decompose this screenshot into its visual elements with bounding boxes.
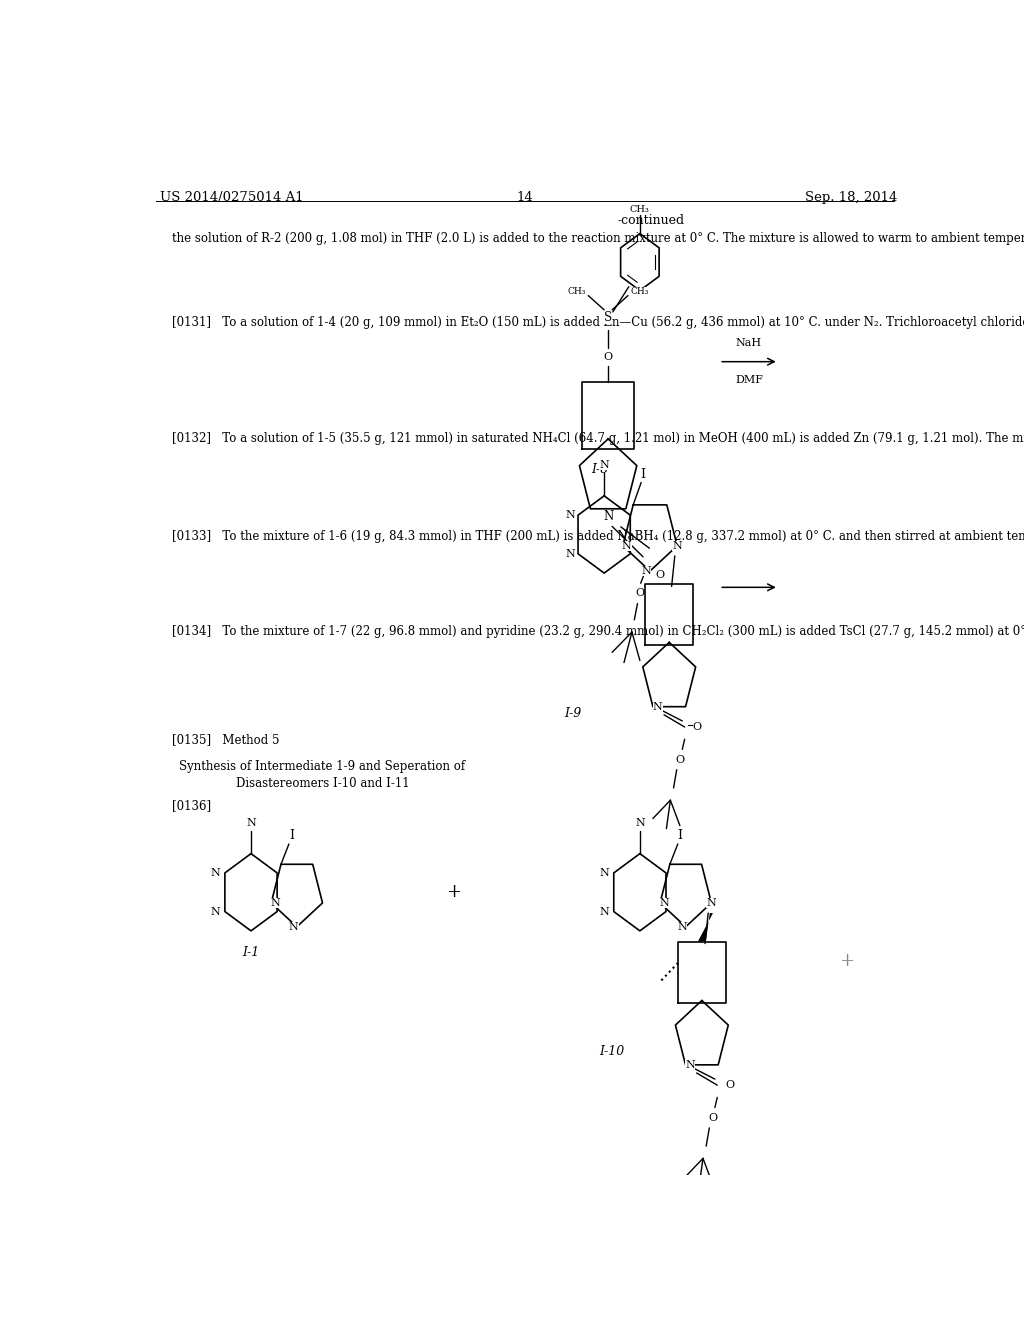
Text: [0131]   To a solution of 1-4 (20 g, 109 mmol) in Et₂O (150 mL) is added Zn—Cu (: [0131] To a solution of 1-4 (20 g, 109 m… [172,315,1024,329]
Text: [0134]   To the mixture of 1-7 (22 g, 96.8 mmol) and pyridine (23.2 g, 290.4 mmo: [0134] To the mixture of 1-7 (22 g, 96.8… [172,624,1024,638]
Text: I: I [678,829,683,842]
Text: I-9: I-9 [564,708,581,721]
Text: N: N [678,921,687,932]
Text: [0132]   To a solution of 1-5 (35.5 g, 121 mmol) in saturated NH₄Cl (64.7 g, 1.2: [0132] To a solution of 1-5 (35.5 g, 121… [172,432,1024,445]
Text: N: N [659,898,669,908]
Text: O: O [635,589,644,598]
Text: [0133]   To the mixture of 1-6 (19 g, 84.3 mmol) in THF (200 mL) is added NaBH₄ : [0133] To the mixture of 1-6 (19 g, 84.3… [172,531,1024,544]
Text: O: O [693,722,701,733]
Text: N: N [622,541,632,550]
Text: +: + [445,883,461,902]
Text: I-8: I-8 [592,463,609,477]
Text: N: N [599,461,609,470]
Text: Synthesis of Intermediate 1-9 and Seperation of
Disastereomers I-10 and I-11: Synthesis of Intermediate 1-9 and Sepera… [179,760,466,791]
Text: N: N [599,869,609,878]
Text: N: N [565,549,575,558]
Text: 14: 14 [516,191,534,203]
Text: N: N [641,566,651,576]
Polygon shape [698,913,713,941]
Text: N: N [603,510,613,523]
Text: N: N [246,818,256,828]
Text: N: N [211,907,220,916]
Text: I: I [640,467,645,480]
Text: N: N [289,921,299,932]
Text: -continued: -continued [617,214,685,227]
Text: DMF: DMF [735,375,763,385]
Text: N: N [673,541,682,550]
Text: Sep. 18, 2014: Sep. 18, 2014 [806,191,898,203]
Text: N: N [565,510,575,520]
Text: O: O [655,570,665,579]
Text: +: + [839,952,854,970]
Text: O: O [675,755,684,764]
Text: CH₃: CH₃ [630,205,650,214]
Text: N: N [211,869,220,878]
Text: N: N [270,898,280,908]
Text: O: O [725,1080,734,1090]
Text: S: S [604,312,612,325]
Text: N: N [635,818,645,828]
Text: O: O [708,1113,717,1123]
Text: I-1: I-1 [243,946,260,960]
Text: N: N [599,907,609,916]
Text: N: N [652,702,663,711]
Text: I-10: I-10 [599,1044,625,1057]
Text: N: N [685,1060,695,1069]
Text: [0135]   Method 5: [0135] Method 5 [172,733,280,746]
Text: US 2014/0275014 A1: US 2014/0275014 A1 [160,191,303,203]
Text: O: O [603,351,612,362]
Text: I: I [289,829,294,842]
Text: N: N [707,898,716,908]
Text: CH₃: CH₃ [567,286,586,296]
Text: [0136]: [0136] [172,799,211,812]
Text: NaH: NaH [736,338,762,348]
Text: CH₃: CH₃ [631,286,649,296]
Text: the solution of R-2 (200 g, 1.08 mol) in THF (2.0 L) is added to the reaction mi: the solution of R-2 (200 g, 1.08 mol) in… [172,232,1024,246]
